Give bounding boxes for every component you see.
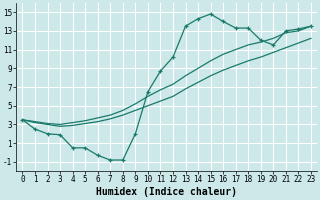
X-axis label: Humidex (Indice chaleur): Humidex (Indice chaleur) (96, 187, 237, 197)
